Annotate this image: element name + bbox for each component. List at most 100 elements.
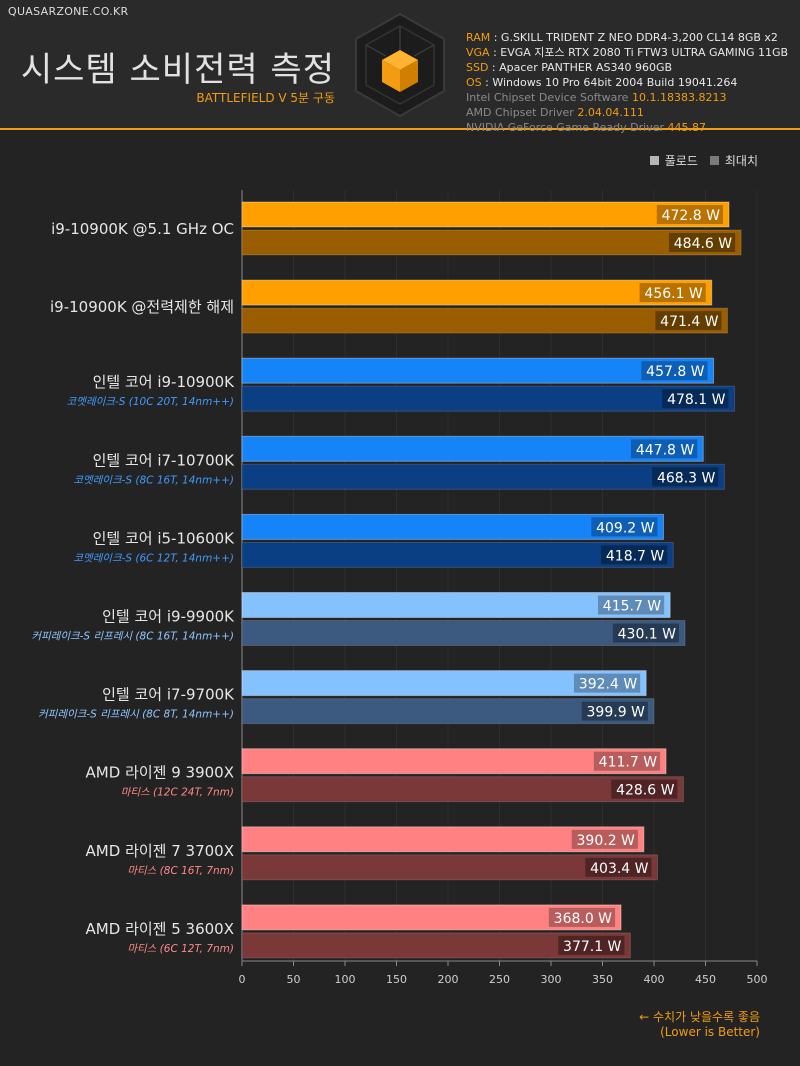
bar-full-load [241, 435, 704, 462]
driver-intel: Intel Chipset Device Software 10.1.18383… [466, 91, 727, 104]
x-tick-label: 0 [239, 973, 246, 986]
data-label-bg [585, 857, 652, 877]
x-tick-label: 500 [747, 973, 768, 986]
x-tick-label: 450 [695, 973, 716, 986]
category-sublabel: 코멧레이크-S (8C 16T, 14nm++) [73, 474, 234, 486]
data-label: 409.2 W [596, 520, 655, 536]
category-label: AMD 라이젠 9 3900X [86, 764, 234, 782]
data-label-bg [656, 205, 723, 224]
category-sublabel: 커피레이크-S 리프레시 (8C 8T, 14nm++) [38, 709, 234, 721]
data-label: 392.4 W [579, 677, 638, 693]
bar-max [241, 776, 684, 803]
data-label-bg [662, 389, 729, 409]
bar-max [241, 307, 729, 334]
category-label: 인텔 코어 i5-10600K [93, 529, 236, 547]
category-label: 인텔 코어 i7-9700K [102, 686, 235, 704]
spec-ram: RAM : G.SKILL TRIDENT Z NEO DDR4-3,200 C… [466, 31, 778, 44]
bar-full-load [241, 592, 671, 618]
bar-max [241, 463, 725, 490]
data-label-bg [548, 907, 616, 927]
category-label: AMD 라이젠 5 3600X [86, 920, 234, 938]
spec-vga: VGA : EVGA 지포스 RTX 2080 Ti FTW3 ULTRA GA… [466, 46, 789, 59]
data-label-bg [612, 623, 680, 643]
x-tick-label: 350 [592, 973, 613, 986]
legend-label-load: 풀로드 [664, 154, 698, 168]
x-tick-label: 150 [386, 973, 407, 986]
bar-max [241, 385, 735, 412]
category-label: i9-10900K @5.1 GHz OC [51, 220, 234, 238]
data-label-bg [591, 517, 658, 537]
site-name[interactable]: QUASARZONE.CO.KR [8, 5, 129, 18]
x-tick-label: 100 [335, 973, 356, 986]
data-label: 368.0 W [554, 911, 613, 927]
legend-item-max: 최대치 [709, 152, 758, 169]
legend-item-load: 풀로드 [649, 152, 698, 169]
data-label: 478.1 W [667, 392, 726, 408]
bar-full-load [241, 826, 645, 853]
lower-is-better-note-en: (Lower is Better) [660, 1025, 760, 1039]
data-label-bg [655, 311, 722, 331]
bar-max [241, 932, 631, 959]
category-sublabel: 코멧레이크-S (6C 12T, 14nm++) [73, 552, 234, 564]
driver-nvidia: NVIDIA GeForce Game Ready Driver 445.87 [466, 121, 707, 134]
category-sublabel: 커피레이크-S 리프레시 (8C 16T, 14nm++) [31, 631, 234, 643]
data-label: 456.1 W [644, 286, 703, 302]
bar-max [241, 620, 686, 646]
bar-full-load [241, 748, 667, 775]
x-tick-label: 250 [489, 973, 510, 986]
test-specs: RAM : G.SKILL TRIDENT Z NEO DDR4-3,200 C… [466, 30, 788, 135]
bar-max [241, 541, 674, 568]
bar-max [241, 854, 659, 881]
category-label: i9-10900K @전력제한 해제 [50, 298, 234, 316]
x-tick-label: 300 [541, 973, 562, 986]
driver-amd: AMD Chipset Driver 2.04.04.111 [466, 106, 644, 119]
data-label: 377.1 W [563, 939, 622, 955]
category-label: AMD 라이젠 7 3700X [86, 842, 234, 860]
data-label-bg [631, 439, 698, 459]
bar-full-load [241, 357, 715, 384]
data-label: 403.4 W [590, 861, 649, 877]
data-label-bg [593, 751, 661, 771]
category-label: 인텔 코어 i9-9900K [102, 608, 235, 626]
data-label: 428.6 W [616, 783, 675, 799]
data-label-bg [601, 545, 668, 565]
header: QUASARZONE.CO.KR 시스템 소비전력 측정 BATTLEFIELD… [0, 0, 800, 134]
data-label: 430.1 W [618, 627, 677, 643]
data-label-bg [581, 701, 648, 721]
data-label-bg [558, 935, 625, 955]
data-label-bg [668, 233, 736, 252]
data-label: 399.9 W [587, 705, 646, 721]
data-label-bg [597, 595, 665, 615]
bar-full-load [241, 279, 713, 306]
data-label: 484.6 W [674, 236, 733, 252]
data-label-bg [639, 283, 706, 303]
x-tick-label: 50 [287, 973, 301, 986]
bar-max [241, 698, 655, 725]
data-label: 411.7 W [599, 755, 658, 771]
category-sublabel: 코멧레이크-S (10C 20T, 14nm++) [67, 396, 234, 408]
data-label: 390.2 W [577, 833, 636, 849]
bar-full-load [241, 904, 622, 931]
data-label-bg [573, 673, 641, 693]
data-label: 457.8 W [646, 364, 705, 380]
data-label: 415.7 W [603, 599, 662, 615]
category-sublabel: 마티스 (12C 24T, 7nm) [121, 787, 234, 799]
data-label: 468.3 W [657, 470, 716, 486]
page-title: 시스템 소비전력 측정 [20, 50, 335, 90]
bar-max [241, 229, 742, 256]
x-tick-label: 200 [438, 973, 459, 986]
x-tick-label: 400 [644, 973, 665, 986]
lower-is-better-note: ← 수치가 낮을수록 좋음 [639, 1010, 760, 1024]
legend-swatch-load [649, 156, 659, 165]
category-sublabel: 마티스 (8C 16T, 7nm) [127, 865, 234, 877]
chart-legend: 풀로드 최대치 [649, 152, 758, 169]
spec-ssd: SSD : Apacer PANTHER AS340 960GB [466, 61, 673, 74]
spec-os: OS : Windows 10 Pro 64bit 2004 Build 190… [466, 76, 738, 89]
legend-label-max: 최대치 [724, 154, 758, 168]
quasarzone-logo-icon [355, 12, 445, 118]
data-label-bg [641, 361, 708, 381]
category-label: 인텔 코어 i9-10900K [93, 373, 236, 391]
legend-swatch-max [709, 156, 719, 165]
bar-full-load [241, 670, 647, 697]
